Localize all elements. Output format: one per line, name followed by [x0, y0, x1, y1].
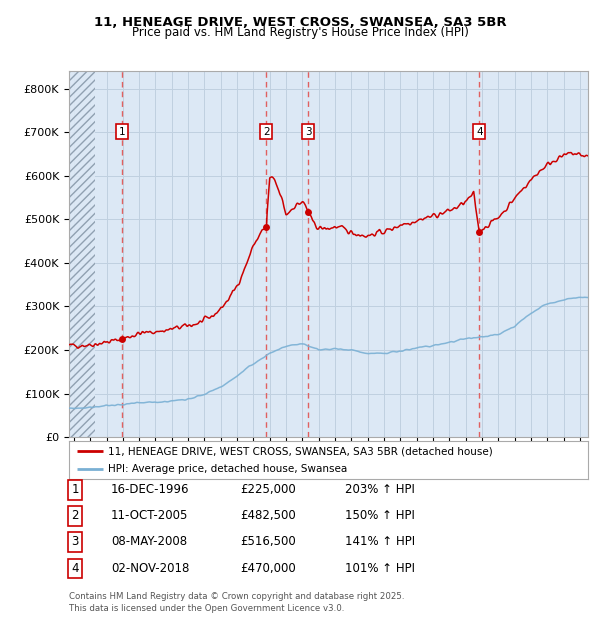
Text: 203% ↑ HPI: 203% ↑ HPI — [345, 484, 415, 496]
Text: 150% ↑ HPI: 150% ↑ HPI — [345, 510, 415, 522]
Text: 101% ↑ HPI: 101% ↑ HPI — [345, 562, 415, 575]
Text: £516,500: £516,500 — [240, 536, 296, 548]
Text: 08-MAY-2008: 08-MAY-2008 — [111, 536, 187, 548]
Text: 16-DEC-1996: 16-DEC-1996 — [111, 484, 190, 496]
Text: 02-NOV-2018: 02-NOV-2018 — [111, 562, 190, 575]
Text: 4: 4 — [476, 126, 482, 136]
Text: 141% ↑ HPI: 141% ↑ HPI — [345, 536, 415, 548]
Text: 11-OCT-2005: 11-OCT-2005 — [111, 510, 188, 522]
Text: 11, HENEAGE DRIVE, WEST CROSS, SWANSEA, SA3 5BR: 11, HENEAGE DRIVE, WEST CROSS, SWANSEA, … — [94, 16, 506, 29]
Text: 2: 2 — [263, 126, 269, 136]
Text: 1: 1 — [119, 126, 125, 136]
Text: £482,500: £482,500 — [240, 510, 296, 522]
Text: 3: 3 — [71, 536, 79, 548]
Text: 4: 4 — [71, 562, 79, 575]
Text: Price paid vs. HM Land Registry's House Price Index (HPI): Price paid vs. HM Land Registry's House … — [131, 26, 469, 39]
Text: Contains HM Land Registry data © Crown copyright and database right 2025.
This d: Contains HM Land Registry data © Crown c… — [69, 591, 404, 613]
Text: 11, HENEAGE DRIVE, WEST CROSS, SWANSEA, SA3 5BR (detached house): 11, HENEAGE DRIVE, WEST CROSS, SWANSEA, … — [108, 446, 493, 456]
Text: 3: 3 — [305, 126, 311, 136]
Text: HPI: Average price, detached house, Swansea: HPI: Average price, detached house, Swan… — [108, 464, 347, 474]
Text: £470,000: £470,000 — [240, 562, 296, 575]
Text: £225,000: £225,000 — [240, 484, 296, 496]
Text: 2: 2 — [71, 510, 79, 522]
Text: 1: 1 — [71, 484, 79, 496]
Bar — [69, 71, 95, 437]
